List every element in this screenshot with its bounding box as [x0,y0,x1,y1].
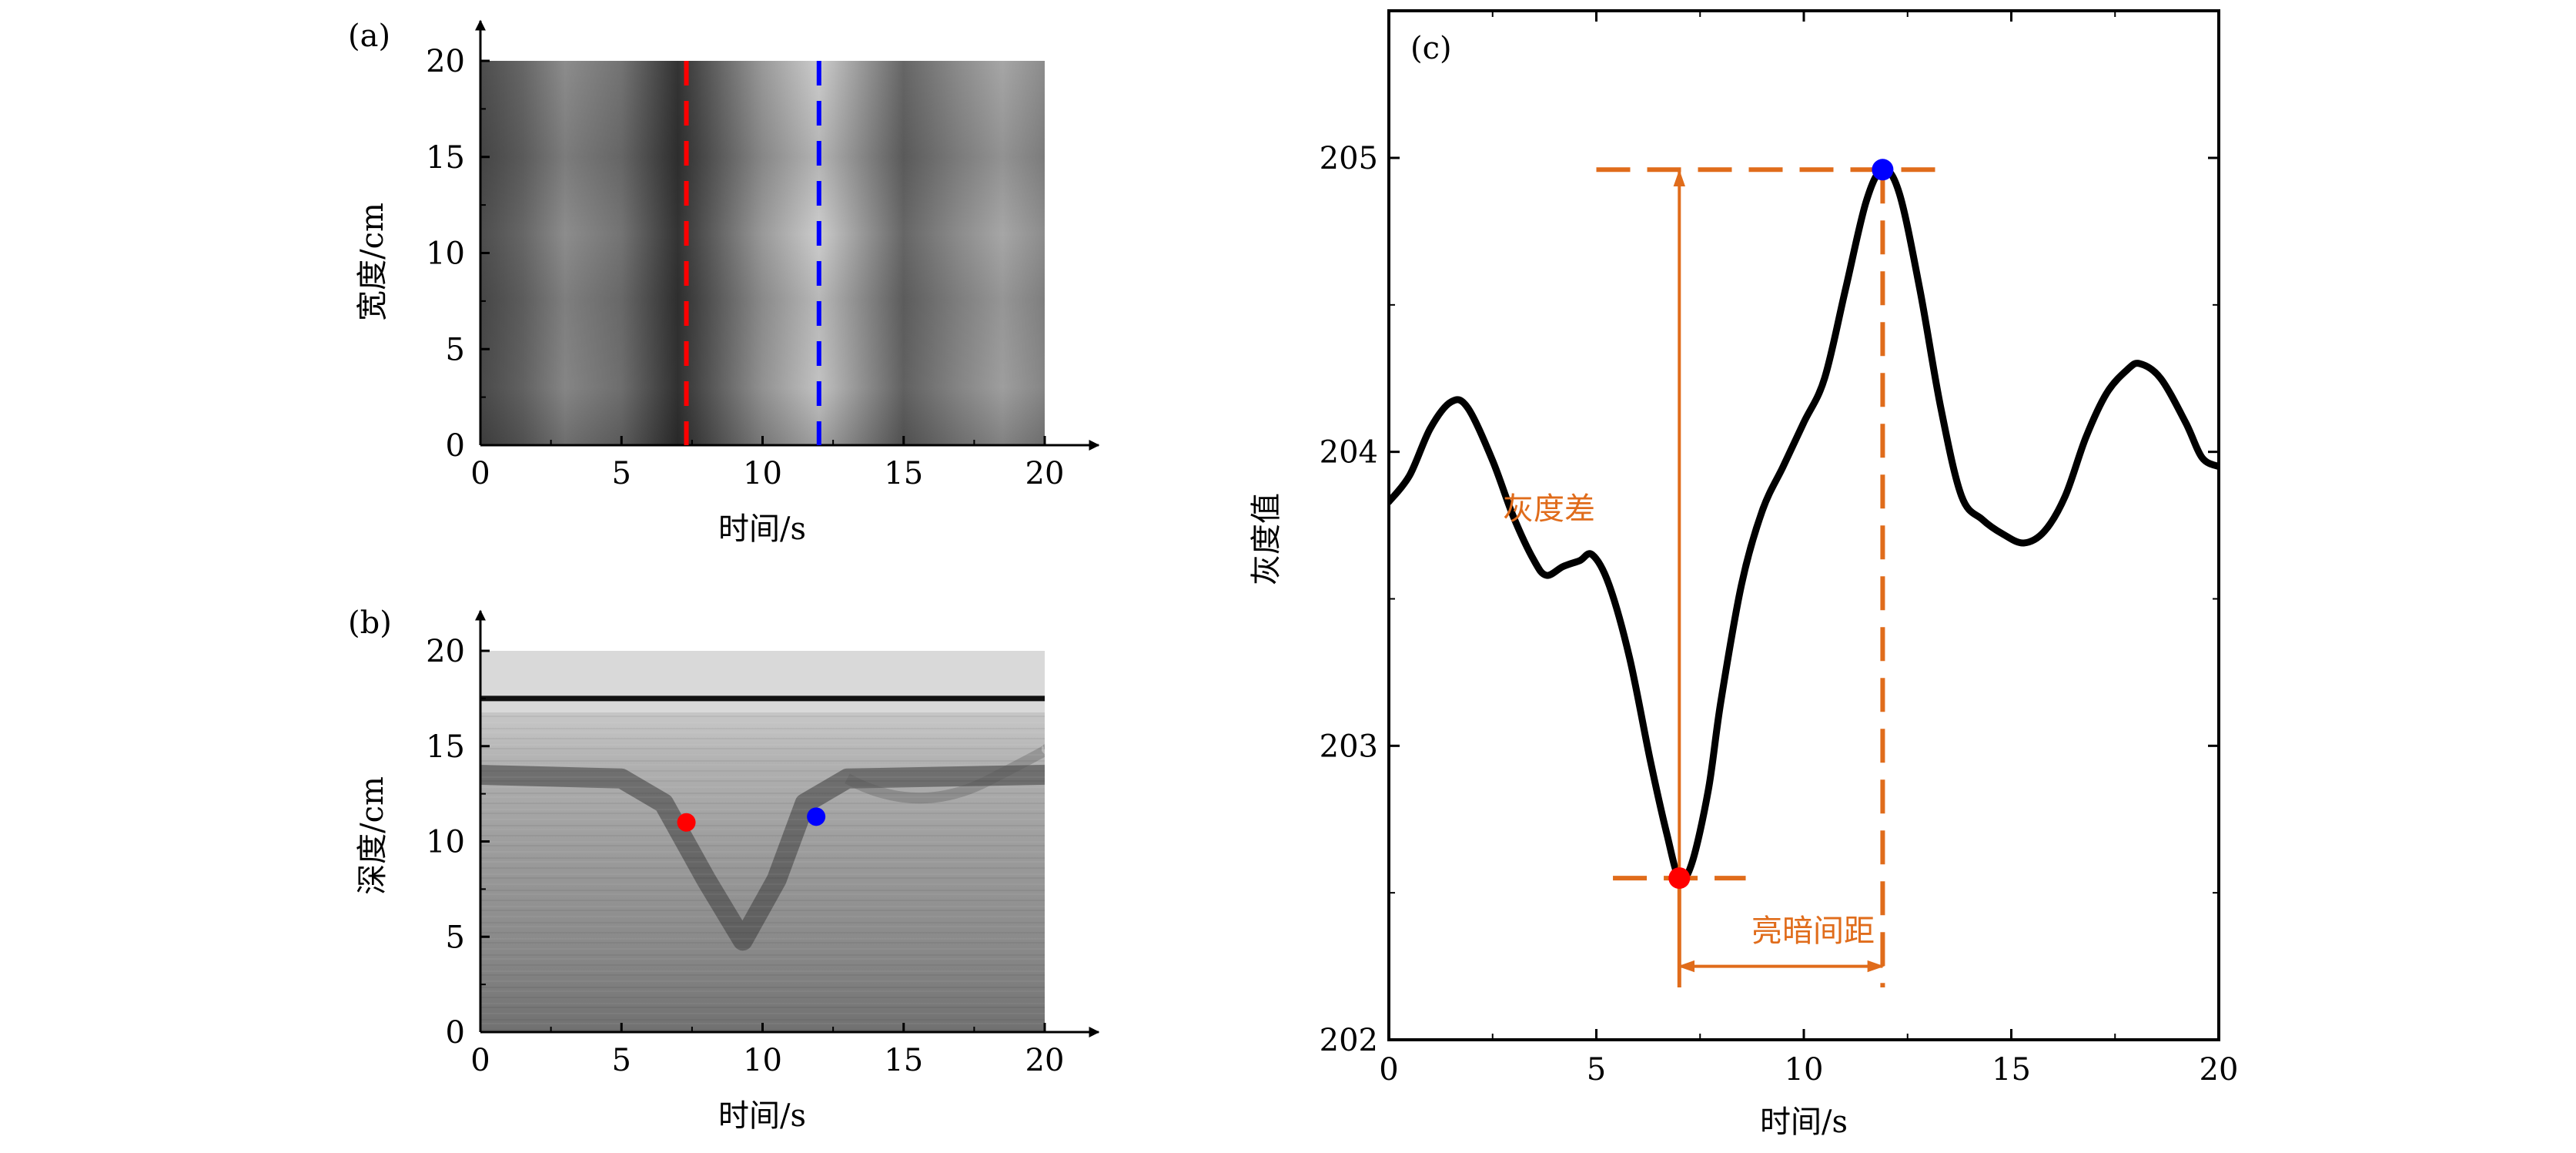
panel-a-x-tick-label: 10 [743,456,782,491]
panel-c-x-tick-label: 10 [1785,1052,1824,1088]
panel-b-x-tick-label: 0 [470,1043,490,1078]
panel-b-y-tick-label: 20 [426,634,465,669]
panel-c-y-tick-label: 204 [1320,435,1378,471]
panel-b-ticks: 0 5 10 15 20 0 5 10 15 20 [426,634,1064,1078]
panel-a-x-tick-label: 20 [1025,456,1065,491]
panel-c-annotations [1596,167,1945,987]
v-trough [480,764,1045,951]
panel-c: (c) 0 5 10 15 20 202 203 204 205 灰度差 亮暗间距 时间/s 灰… [1249,9,2239,1140]
red-extremum-point [1668,867,1691,890]
panel-c-ticks: 0 5 10 15 20 202 203 204 205 [1320,11,2239,1088]
width-heatmap-row-shading [480,61,1045,445]
panel-b-y-tick-label: 0 [446,1015,465,1051]
panel-a-y-tick-label: 20 [426,44,465,79]
panel-a: (a) 0 5 10 15 20 0 5 10 15 20 时间/s 宽度/cm [348,18,1100,547]
gray-value-curve [1389,166,2219,883]
panel-a-y-axis-title: 宽度/cm [355,203,390,321]
panel-b-y-tick-label: 5 [446,920,465,955]
panel-c-x-tick-label: 15 [1992,1052,2031,1088]
panel-c-x-tick-label: 0 [1379,1052,1398,1088]
panel-b-points [677,807,826,832]
panel-a-y-tick-label: 0 [446,428,465,464]
panel-c-label: (c) [1410,31,1452,66]
blue-point [807,807,826,826]
panel-a-y-tick-label: 15 [426,140,465,176]
depth-heatmap-background [480,651,1045,1032]
panel-b: (b) 0 5 10 15 20 0 5 10 15 20 时间/s 深度/cm [348,605,1100,1134]
panel-b-y-tick-label: 10 [426,825,465,860]
panel-c-x-tick-label: 5 [1587,1052,1606,1088]
panel-a-x-tick-label: 5 [612,456,631,491]
panel-b-x-tick-label: 15 [884,1043,923,1078]
panel-b-x-tick-label: 5 [612,1043,631,1078]
panel-a-label: (a) [348,18,390,54]
panel-b-y-axis-title: 深度/cm [355,776,390,895]
red-point [677,813,696,832]
panel-b-label: (b) [348,605,392,641]
panel-b-axes [475,609,1100,1037]
panel-b-x-tick-label: 20 [1025,1043,1065,1078]
blue-extremum-point [1872,159,1894,181]
panel-c-points [1668,159,1894,890]
panel-a-x-tick-label: 0 [470,456,490,491]
bright-dark-spacing-label: 亮暗间距 [1751,913,1875,949]
panel-c-y-tick-label: 205 [1320,141,1378,176]
panel-a-y-tick-label: 10 [426,236,465,272]
panel-c-y-tick-label: 203 [1320,729,1378,764]
panel-a-x-axis-title: 时间/s [718,511,806,547]
panel-a-markers [684,61,821,445]
panel-b-x-tick-label: 10 [743,1043,782,1078]
panel-a-x-tick-label: 15 [884,456,923,491]
panel-a-axes [475,19,1100,451]
panel-b-y-tick-label: 15 [426,729,465,765]
panel-c-x-tick-label: 20 [2200,1052,2239,1088]
scan-lines [480,716,1045,1031]
surface-band [480,651,1045,712]
panel-c-y-tick-label: 202 [1320,1023,1378,1058]
panel-c-x-axis-title: 时间/s [1760,1104,1848,1140]
panel-a-ticks: 0 5 10 15 20 0 5 10 15 20 [426,44,1064,491]
panel-a-y-tick-label: 5 [446,332,465,367]
panel-c-y-axis-title: 灰度值 [1249,493,1284,585]
panel-b-x-axis-title: 时间/s [718,1098,806,1134]
gray-difference-label: 灰度差 [1503,491,1595,527]
